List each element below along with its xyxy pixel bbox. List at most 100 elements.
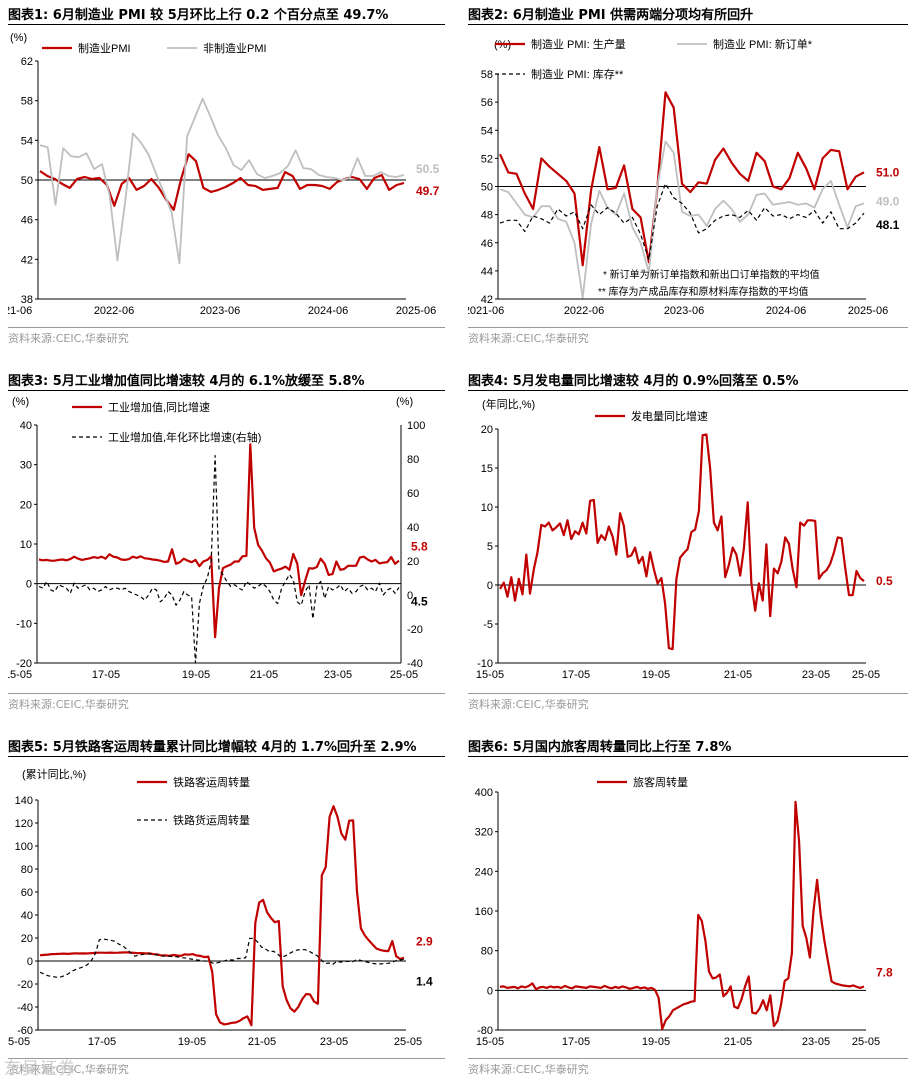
y-tick-label: -60 (17, 1025, 33, 1037)
y-tick-label: 38 (21, 294, 33, 306)
y-axis-label: (累计同比,%) (22, 768, 86, 781)
x-tick-label: 2025-06 (848, 305, 888, 317)
series-line-2 (39, 97, 405, 265)
y-tick-label: 54 (21, 135, 33, 147)
y-tick-label: 0 (487, 580, 493, 592)
y-axis-label: (%) (12, 396, 29, 408)
title-rule (468, 756, 908, 757)
chart-6: -80 0 80 160 240 320 400 15-05 17-05 19-05 21-05 23… (475, 775, 893, 1048)
y-tick-label: -80 (477, 1025, 493, 1037)
x-tick-label: 23-05 (802, 1036, 830, 1048)
series-line-2 (39, 937, 405, 978)
chart-source: 资料来源:CEIC,华泰研究 (8, 332, 129, 345)
x-tick-label: 2024-06 (308, 305, 348, 317)
y-tick-label: 58 (481, 69, 493, 81)
y-tick-label: 56 (481, 97, 493, 109)
chart-source: 资料来源:CEIC,华泰研究 (468, 698, 589, 711)
chart-2: (%)4244464850525456582021-062022-062023-… (468, 37, 900, 317)
chart-title: 图表3: 5月工业增加值同比增速较 4月的 6.1%放缓至 5.8% (8, 374, 365, 389)
legend-label: 旅客周转量 (633, 775, 688, 789)
x-tick-label: 17-05 (562, 669, 590, 681)
y-tick-label: 20 (20, 499, 32, 511)
title-rule (468, 24, 908, 25)
y-tick-label: 52 (481, 153, 493, 165)
watermark: 东吴证券 (4, 1059, 76, 1079)
y-tick-label: 120 (15, 818, 33, 830)
x-tick-label: 17-05 (562, 1036, 590, 1048)
y-tick-label-right: 80 (407, 454, 419, 466)
x-tick-label: 15-05 (476, 669, 504, 681)
y-tick-label: 44 (481, 266, 493, 278)
series-line-2 (499, 140, 865, 299)
x-tick-label: 2023-06 (664, 305, 704, 317)
chart-title: 图表1: 6月制造业 PMI 较 5月环比上行 0.2 个百分点至 49.7% (8, 8, 389, 23)
y-tick-label: -40 (17, 1002, 33, 1014)
chart-source: 资料来源:CEIC,华泰研究 (8, 1063, 129, 1076)
x-tick-label: 25-05 (394, 1036, 422, 1048)
series-line-1 (39, 805, 405, 1027)
series-line-3 (499, 183, 865, 261)
panel-chart-1: 图表1: 6月制造业 PMI 较 5月环比上行 0.2 个百分点至 49.7% … (8, 4, 445, 345)
y-tick-label: 40 (21, 910, 33, 922)
series-end-label: 1.4 (416, 974, 433, 988)
y-tick-label: 5 (487, 541, 493, 553)
series-end-label: 50.5 (416, 162, 440, 176)
y-tick-label-right: 60 (407, 488, 419, 500)
y-tick-label: 46 (21, 215, 33, 227)
legend-label: 非制造业PMI (203, 41, 267, 55)
chart-title: 图表5: 5月铁路客运周转量累计同比增幅较 4月的 1.7%回升至 2.9% (8, 740, 417, 755)
legend-label: 发电量同比增速 (631, 409, 708, 423)
y-tick-label: 48 (481, 210, 493, 222)
source-rule (8, 693, 445, 694)
y-tick-label: 40 (20, 420, 32, 432)
x-tick-label: 19-05 (182, 669, 210, 681)
series-line-1 (38, 443, 400, 639)
y-tick-label: 15 (481, 463, 493, 475)
x-tick-label: 23-05 (802, 669, 830, 681)
chart-note: ** 库存为产成品库存和原材料库存指数的平均值 (598, 285, 809, 298)
y-tick-label: 240 (475, 866, 493, 878)
y-tick-label: 54 (481, 125, 493, 137)
y-tick-label: 20 (21, 933, 33, 945)
series-line-2 (38, 454, 400, 664)
y-axis-label: (%) (10, 32, 27, 44)
y-tick-label: 140 (15, 795, 33, 807)
chart-1: (%) 38 42 46 50 54 58 62 2021-06 2022-06 2023-06 20… (8, 32, 440, 317)
chart-5: (累计同比,%) -60 -40 -20 0 20 40 60 80 100 120 140 15-05… (8, 768, 433, 1048)
x-tick-label: 15-05 (8, 669, 32, 681)
y-tick-label: 100 (15, 841, 33, 853)
x-tick-label: 2021-06 (468, 305, 504, 317)
y-tick-label: 20 (481, 424, 493, 436)
y-tick-label: 0 (27, 956, 33, 968)
x-tick-label: 19-05 (642, 1036, 670, 1048)
x-tick-label: 21-05 (250, 669, 278, 681)
y-tick-label: -10 (477, 658, 493, 670)
y-tick-label: 30 (20, 460, 32, 472)
y-tick-label: 50 (481, 182, 493, 194)
y-tick-label-right: 40 (407, 522, 419, 534)
x-tick-label: 2025-06 (396, 305, 436, 317)
series-end-label: 2.9 (416, 935, 433, 949)
source-rule (468, 1058, 908, 1059)
legend-label: 工业增加值,同比增速 (108, 400, 210, 414)
y-tick-label: -5 (483, 619, 493, 631)
y-tick-label: 0 (26, 579, 32, 591)
y-tick-label: 58 (21, 96, 33, 108)
x-tick-label: 2023-06 (200, 305, 240, 317)
x-tick-label: 2021-06 (8, 305, 32, 317)
x-tick-label: 19-05 (642, 669, 670, 681)
chart-title: 图表6: 5月国内旅客周转量同比上行至 7.8% (468, 740, 732, 755)
y-tick-label-right: -40 (407, 658, 423, 670)
y-tick-label: 42 (21, 254, 33, 266)
x-tick-label: 15-05 (8, 1036, 30, 1048)
x-tick-label: 21-05 (248, 1036, 276, 1048)
x-tick-label: 21-05 (724, 1036, 752, 1048)
y-tick-label: 320 (475, 827, 493, 839)
y-tick-label: 42 (481, 294, 493, 306)
legend-label: 工业增加值,年化环比增速(右轴) (108, 430, 261, 444)
legend-label: 制造业PMI (78, 41, 131, 55)
series-end-label: 49.0 (876, 194, 900, 208)
source-rule (468, 693, 908, 694)
y-tick-label: -20 (17, 979, 33, 991)
y-tick-label: 80 (21, 864, 33, 876)
